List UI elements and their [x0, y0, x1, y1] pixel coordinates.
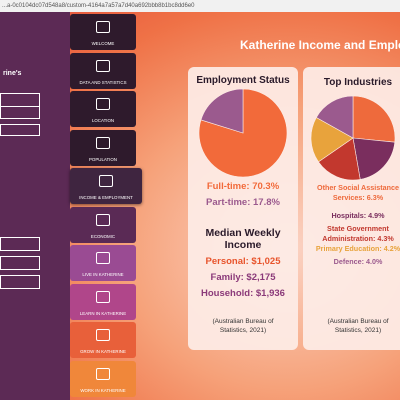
nav-label: ECONOMIC	[90, 233, 116, 239]
income-line: Household: $1,936	[201, 288, 285, 299]
card: Employment Status Full-time: 70.3% Part-ti…	[188, 67, 298, 350]
nav-icon	[96, 329, 110, 341]
nav-icon	[96, 290, 110, 303]
pie-slice	[317, 137, 361, 181]
nav-icon	[96, 21, 110, 33]
url-bar[interactable]: ...a-0c0104dc07d548a8/custom-4164a7a57a7…	[0, 0, 400, 12]
nav-tile[interactable]: ECONOMIC	[70, 206, 136, 243]
slice-label: Part-time: 17.8%	[206, 197, 280, 208]
income-line: Family: $2,175	[210, 272, 276, 283]
input-box[interactable]	[0, 275, 40, 289]
nav-label: INCOME & EMPLOYMENT	[79, 195, 133, 200]
nav-icon	[96, 213, 110, 226]
pie-slice	[310, 117, 354, 163]
pie-slice	[352, 137, 396, 180]
nav-tile[interactable]: DATA AND STATISTICS	[70, 52, 136, 89]
card-title: Employment Status	[196, 75, 290, 86]
nav-tile[interactable]: LEARN IN KATHERINE	[70, 283, 136, 320]
slice-label: Full-time: 70.3%	[206, 181, 280, 192]
slice-label: Other Social Assistance Services: 6.3%	[316, 183, 400, 202]
nav-icon	[96, 59, 110, 72]
nav-label: WELCOME	[91, 41, 115, 46]
nav-icon	[96, 252, 110, 264]
slice-label: Hospitals: 4.9%	[331, 211, 385, 220]
nav-label: GROW IN KATHERINE	[80, 349, 126, 354]
nav-tile[interactable]: WORK IN KATHERINE	[70, 360, 136, 397]
source: (Australian Bureau of Statistics, 2021)	[327, 318, 389, 334]
slice-label: State Government Administration: 4.3%	[322, 224, 394, 243]
nav-label: LIVE IN KATHERINE	[82, 272, 124, 277]
input-box[interactable]	[0, 124, 40, 136]
source: (Australian Bureau of Statistics, 2021)	[212, 318, 274, 334]
nav-tile[interactable]: LOCATION	[70, 91, 136, 127]
nav-tile[interactable]: GROW IN KATHERINE	[70, 322, 136, 358]
card-title: Top Industries	[323, 77, 393, 88]
nav-icon	[96, 367, 110, 380]
input-box[interactable]	[0, 256, 40, 270]
pie-slice	[200, 88, 244, 134]
nav-icon	[96, 98, 110, 110]
pie-chart	[310, 95, 396, 181]
nav-label: POPULATION	[89, 156, 117, 162]
page-title: Katherine Income and Employment	[240, 38, 400, 52]
input-box[interactable]	[0, 237, 40, 251]
nav-icon	[96, 136, 110, 149]
nav-icon	[99, 175, 113, 187]
nav-tile[interactable]: POPULATION	[70, 129, 136, 166]
income-line: Personal: $1,025	[205, 256, 281, 267]
card: Top Industries Other Social Assistance Se…	[303, 67, 400, 350]
nav-tile[interactable]: INCOME & EMPLOYMENT	[70, 168, 142, 204]
sidebar-heading: rine's	[3, 70, 22, 77]
slice-label: Primary Education: 4.2%	[315, 244, 400, 253]
pie-chart	[198, 88, 288, 178]
nav-label: DATA AND STATISTICS	[79, 79, 127, 85]
pie-slice	[315, 95, 354, 139]
divider	[0, 106, 40, 107]
pie-slice	[352, 95, 396, 143]
nav-tile[interactable]: LIVE IN KATHERINE	[70, 245, 136, 281]
sidebar: rine's	[0, 12, 70, 400]
section-title: Median Weekly Income	[205, 227, 281, 251]
nav-label: LOCATION	[91, 118, 115, 123]
slice-label: Defence: 4.0%	[333, 257, 383, 266]
nav-label: LEARN IN KATHERINE	[79, 310, 127, 316]
nav-tile[interactable]: WELCOME	[70, 14, 136, 50]
nav-label: WORK IN KATHERINE	[80, 387, 126, 393]
